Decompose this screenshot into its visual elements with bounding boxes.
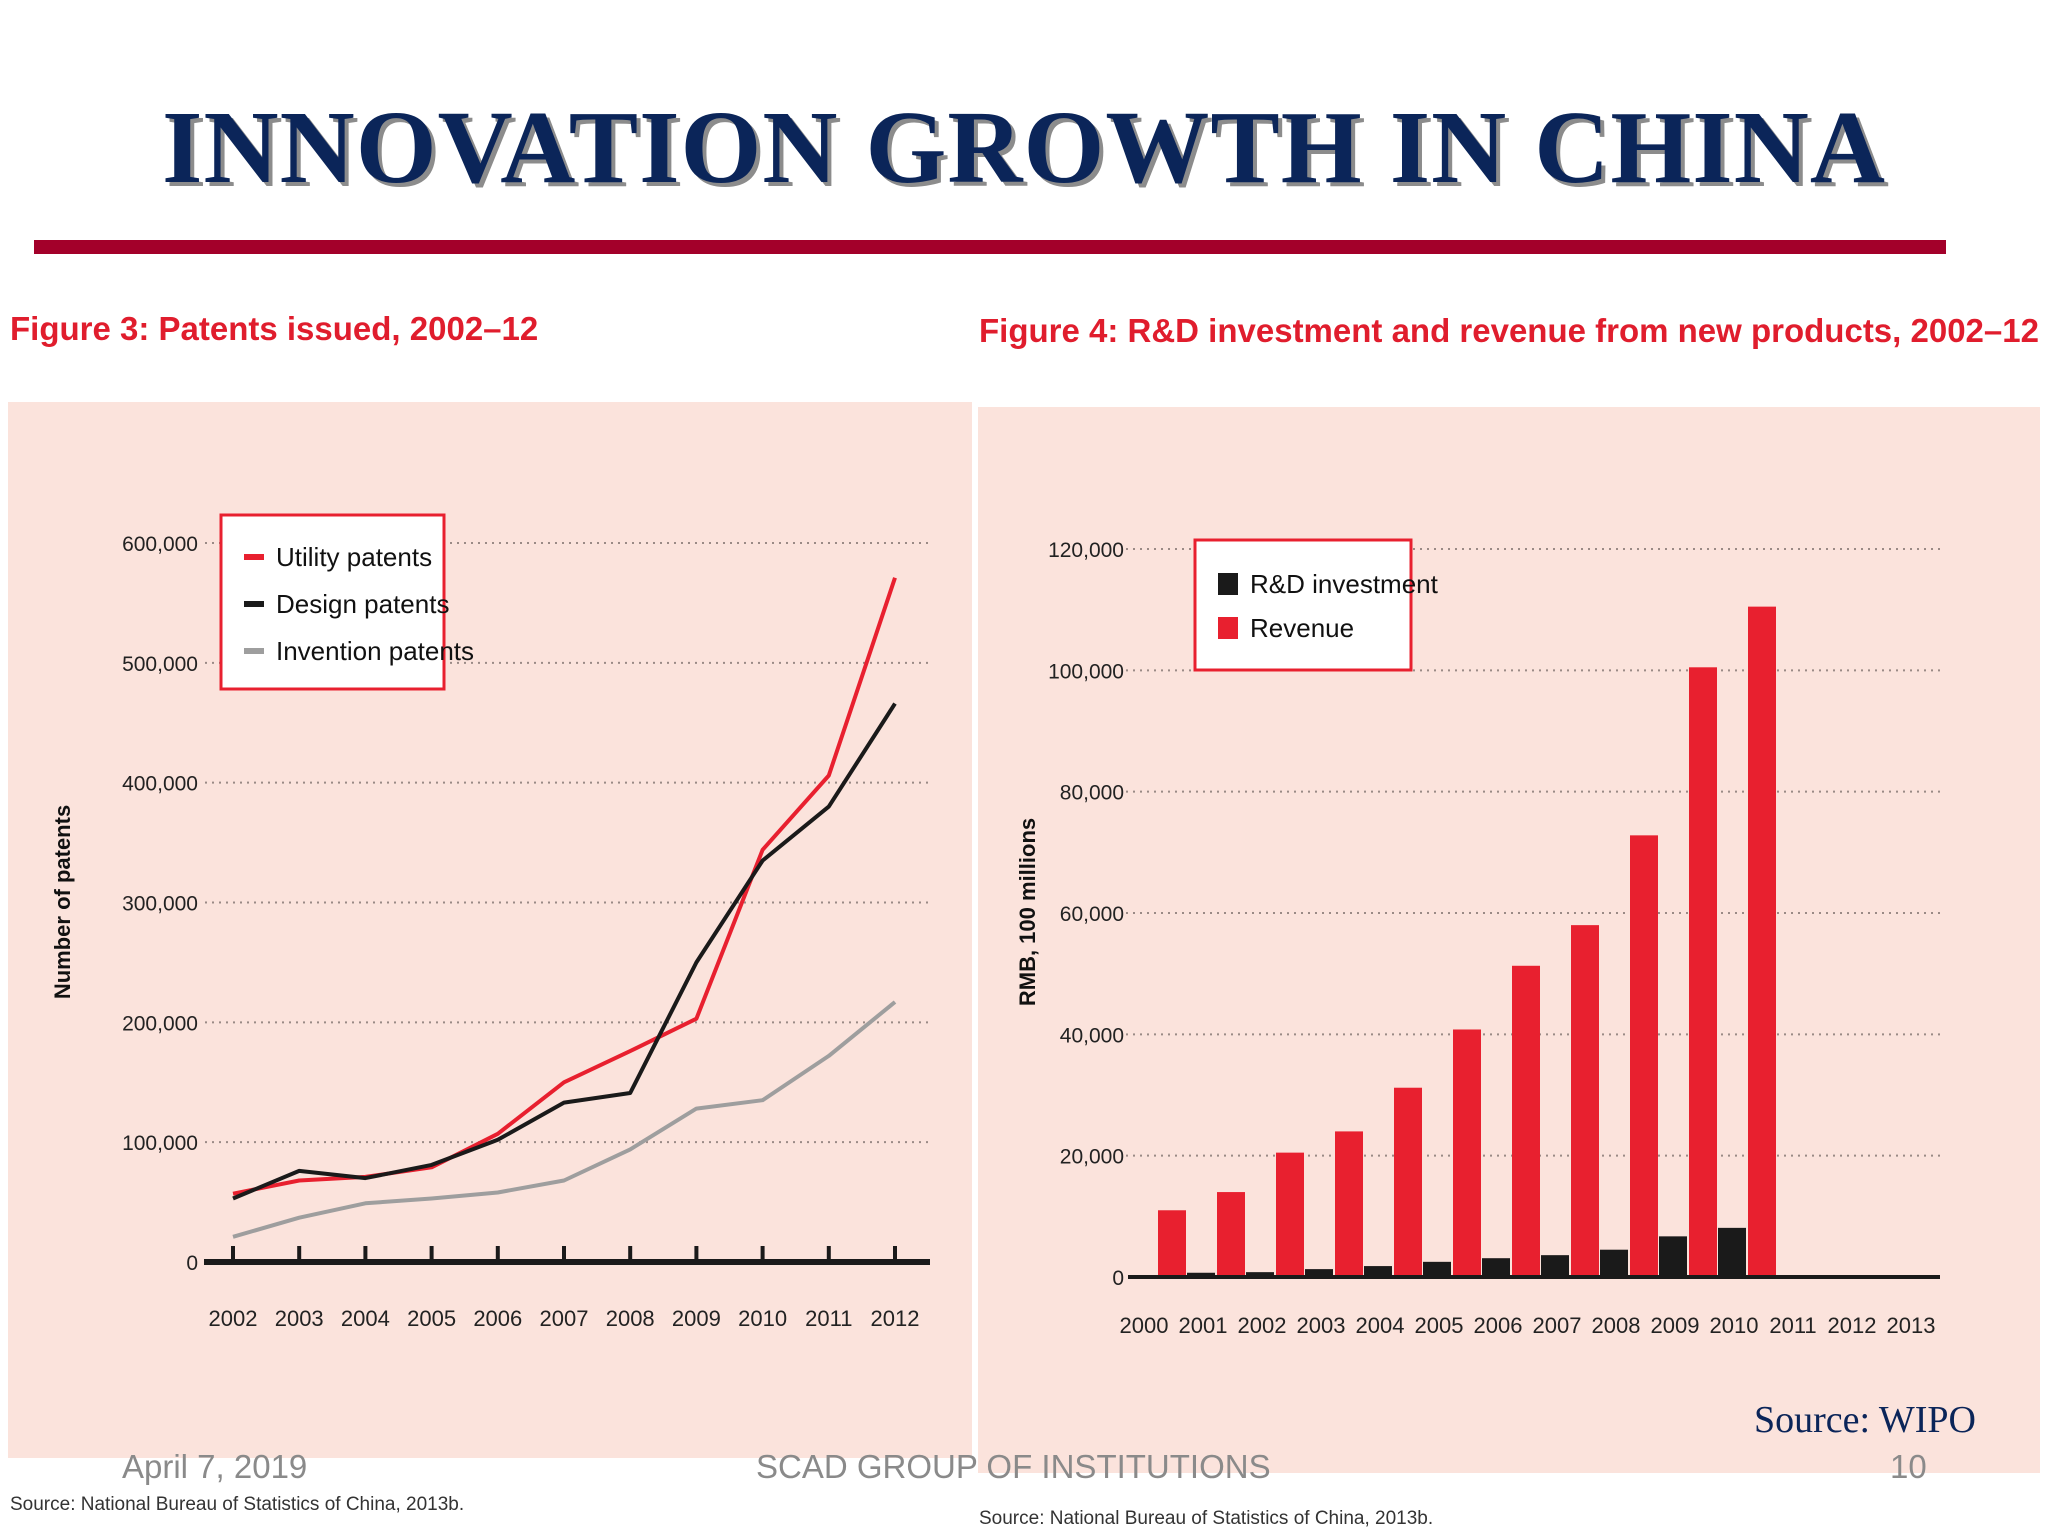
- y-tick-label: 0: [1112, 1267, 1124, 1290]
- rd-investment-bar: [1541, 1255, 1569, 1277]
- y-tick-label: 60,000: [1060, 903, 1124, 926]
- rd-investment-bar: [1364, 1266, 1392, 1277]
- x-tick-label: 2011: [1769, 1313, 1816, 1338]
- y-tick-label: 600,000: [122, 533, 198, 556]
- x-tick-label: 2004: [1356, 1313, 1405, 1338]
- legend-label: Invention patents: [276, 636, 474, 666]
- figure4-source: Source: National Bureau of Statistics of…: [979, 1508, 1434, 1529]
- legend-label: Revenue: [1250, 613, 1354, 643]
- legend-swatch: [1218, 573, 1238, 595]
- x-tick-label: 2006: [473, 1306, 522, 1331]
- x-tick-label: 2009: [672, 1306, 721, 1331]
- x-tick-label: 2011: [805, 1306, 852, 1331]
- x-tick-label: 2013: [1887, 1313, 1936, 1338]
- x-tick-label: 2008: [1592, 1313, 1641, 1338]
- y-axis-title: RMB, 100 millions: [1015, 818, 1040, 1006]
- y-tick-label: 80,000: [1060, 782, 1124, 805]
- footer-organization: SCAD GROUP OF INSTITUTIONS: [756, 1448, 1271, 1485]
- rd-investment-bar: [1659, 1236, 1687, 1277]
- revenue-bar: [1276, 1152, 1304, 1277]
- footer-date: April 7, 2019: [122, 1448, 308, 1485]
- x-tick-label: 2009: [1651, 1313, 1700, 1338]
- title-divider: [34, 240, 1946, 254]
- x-tick-label: 2008: [606, 1306, 655, 1331]
- legend-label: Design patents: [276, 589, 449, 619]
- y-tick-label: 40,000: [1060, 1024, 1124, 1047]
- revenue-bar: [1335, 1131, 1363, 1277]
- series-line-design-patents: [232, 702, 897, 1201]
- series-line-invention-patents: [232, 1000, 897, 1239]
- rd-investment-bar: [1187, 1272, 1215, 1277]
- figure3-caption: Figure 3: Patents issued, 2002–12: [10, 310, 539, 347]
- x-tick-label: 2003: [1297, 1313, 1346, 1338]
- y-tick-label: 0: [186, 1252, 198, 1275]
- x-tick-label: 2005: [407, 1306, 456, 1331]
- rd-investment-bar: [1600, 1249, 1628, 1277]
- revenue-bar: [1158, 1210, 1186, 1277]
- patents-line-chart: 0 100,000 200,000 300,000 400,000 500,000 600,…: [50, 513, 930, 1331]
- y-tick-label: 120,000: [1048, 539, 1124, 562]
- x-tick-label: 2012: [1828, 1313, 1877, 1338]
- legend-box: [1193, 538, 1413, 672]
- x-tick-label: 2010: [1710, 1313, 1759, 1338]
- revenue-bar: [1394, 1087, 1422, 1277]
- series-line-utility-patents: [232, 577, 897, 1196]
- revenue-bar: [1217, 1192, 1245, 1277]
- rd-investment-bar: [1482, 1258, 1510, 1277]
- figure4-caption: Figure 4: R&D investment and revenue fro…: [979, 312, 2039, 349]
- x-tick-label: 2001: [1179, 1313, 1228, 1338]
- x-tick-label: 2010: [738, 1306, 787, 1331]
- legend-label: R&D investment: [1250, 569, 1439, 599]
- y-tick-label: 500,000: [122, 653, 198, 676]
- footer-page-number: 10: [1890, 1448, 1927, 1485]
- rd-investment-bar: [1305, 1269, 1333, 1277]
- y-tick-label: 200,000: [122, 1012, 198, 1035]
- y-tick-label: 100,000: [122, 1132, 198, 1155]
- x-tick-label: 2000: [1120, 1313, 1169, 1338]
- revenue-bar: [1512, 965, 1540, 1277]
- rd-investment-bar: [1718, 1227, 1746, 1277]
- rd-revenue-bar-chart: 0 20,000 40,000 60,000 80,000 100,000 120,000 R…: [1015, 538, 1944, 1338]
- rd-investment-bar: [1423, 1261, 1451, 1277]
- x-tick-label: 2012: [871, 1306, 920, 1331]
- y-tick-label: 100,000: [1048, 660, 1124, 683]
- x-tick-label: 2007: [1533, 1313, 1582, 1338]
- y-axis-title: Number of patents: [50, 805, 75, 999]
- slide-title: INNOVATION GROWTH IN CHINA: [162, 90, 1886, 205]
- revenue-bar: [1748, 606, 1776, 1277]
- x-tick-label: 2006: [1474, 1313, 1523, 1338]
- x-tick-label: 2002: [209, 1306, 258, 1331]
- legend-label: Utility patents: [276, 542, 432, 572]
- y-tick-label: 400,000: [122, 773, 198, 796]
- y-tick-label: 20,000: [1060, 1146, 1124, 1169]
- revenue-bar: [1689, 667, 1717, 1277]
- wipo-source: Source: WIPO: [1754, 1399, 1976, 1441]
- x-tick-label: 2003: [275, 1306, 324, 1331]
- x-tick-label: 2007: [540, 1306, 589, 1331]
- x-tick-label: 2005: [1415, 1313, 1464, 1338]
- figure3-source: Source: National Bureau of Statistics of…: [10, 1494, 465, 1515]
- x-tick-label: 2002: [1238, 1313, 1287, 1338]
- figure4-panel: 0 20,000 40,000 60,000 80,000 100,000 120,000 R…: [978, 407, 2040, 1473]
- y-tick-label: 300,000: [122, 893, 198, 916]
- x-tick-label: 2004: [341, 1306, 390, 1331]
- figure3-panel: 0 100,000 200,000 300,000 400,000 500,000 600,…: [8, 402, 972, 1458]
- rd-investment-bar: [1246, 1272, 1274, 1277]
- revenue-bar: [1571, 925, 1599, 1277]
- revenue-bar: [1453, 1029, 1481, 1277]
- revenue-bar: [1630, 835, 1658, 1277]
- legend-swatch: [1218, 617, 1238, 639]
